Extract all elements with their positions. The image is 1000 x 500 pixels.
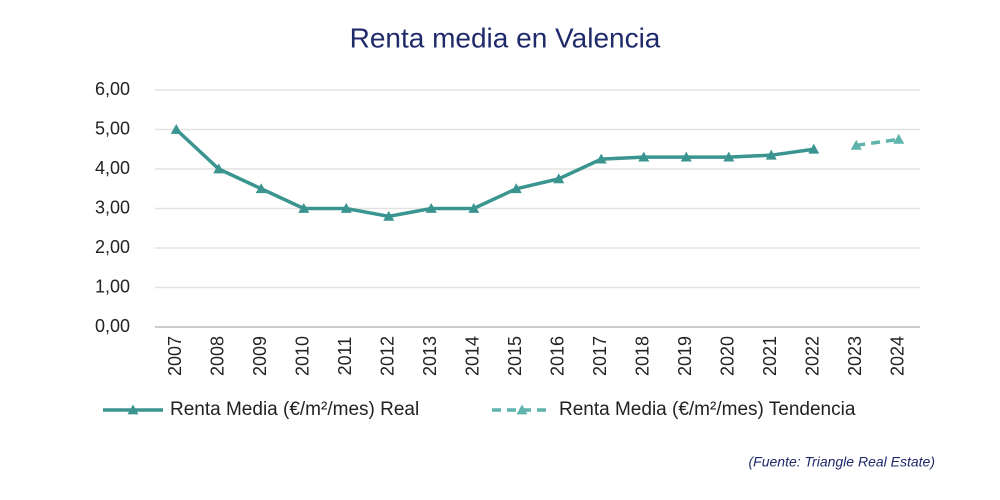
x-tick-label: 2022 <box>803 336 823 376</box>
y-tick-label: 6,00 <box>95 79 130 99</box>
line <box>175 128 814 219</box>
x-tick-label: 2024 <box>888 336 908 376</box>
y-tick-label: 2,00 <box>95 237 130 257</box>
marker <box>170 124 182 134</box>
legend-label: Renta Media (€/m²/mes) Real <box>170 399 419 420</box>
line <box>856 137 899 148</box>
legend-label: Renta Media (€/m²/mes) Tendencia <box>559 399 856 420</box>
marker <box>340 203 352 213</box>
x-tick-label: 2012 <box>378 336 398 376</box>
x-tick-label: 2009 <box>250 336 270 376</box>
marker <box>510 183 522 194</box>
marker <box>468 203 480 213</box>
marker <box>383 210 395 221</box>
marker <box>425 203 437 213</box>
x-tick-label: 2013 <box>420 336 440 376</box>
marker <box>213 163 225 174</box>
x-tick-label: 2008 <box>208 336 228 376</box>
chart-title: Renta media en Valencia <box>350 22 661 53</box>
x-tick-label: 2014 <box>463 336 483 376</box>
legend-marker <box>127 404 139 415</box>
y-tick-label: 0,00 <box>95 316 130 336</box>
x-tick-label: 2021 <box>760 336 780 376</box>
marker <box>850 139 862 150</box>
x-tick-label: 2017 <box>590 336 610 376</box>
marker <box>680 151 692 162</box>
x-tick-label: 2019 <box>675 336 695 376</box>
y-tick-label: 3,00 <box>95 197 130 217</box>
marker <box>638 151 650 162</box>
x-tick-label: 2020 <box>718 336 738 376</box>
marker <box>298 203 310 213</box>
marker <box>808 143 820 154</box>
source: (Fuente: Triangle Real Estate) <box>749 454 936 470</box>
x-tick-label: 2007 <box>165 336 185 376</box>
y-tick-label: 1,00 <box>95 276 130 296</box>
x-tick-label: 2015 <box>505 336 525 376</box>
y-tick-label: 5,00 <box>95 118 130 138</box>
marker <box>723 151 735 162</box>
marker <box>595 153 607 164</box>
marker <box>765 149 777 160</box>
y-tick-label: 4,00 <box>95 158 130 178</box>
legend-marker <box>516 404 528 415</box>
marker <box>255 183 267 194</box>
x-tick-label: 2010 <box>293 336 313 376</box>
x-tick-label: 2023 <box>845 336 865 376</box>
marker <box>893 133 905 144</box>
x-tick-label: 2016 <box>548 336 568 376</box>
marker <box>553 173 565 184</box>
x-tick-label: 2011 <box>335 337 355 376</box>
x-tick-label: 2018 <box>633 336 653 376</box>
